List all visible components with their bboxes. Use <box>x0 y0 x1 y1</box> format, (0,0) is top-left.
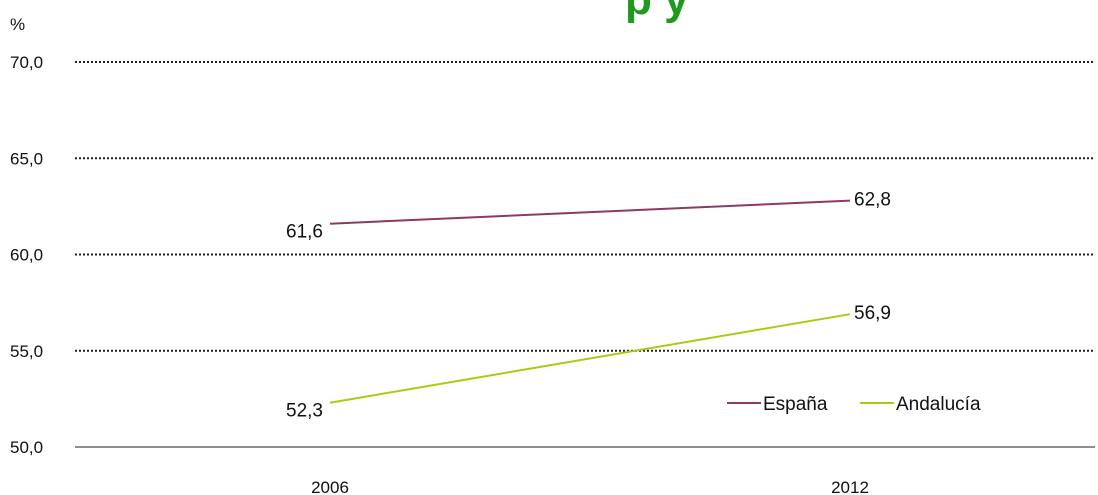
data-label: 56,9 <box>854 303 891 324</box>
x-tick-label: 2006 <box>311 478 349 495</box>
y-tick-label: 65,0 <box>10 149 43 168</box>
series-lines <box>329 199 851 404</box>
data-labels: 61,6 62,8 52,3 56,9 <box>286 190 891 422</box>
gridlines <box>75 61 1095 448</box>
x-tick-label: 2012 <box>831 478 869 495</box>
y-tick-label: 55,0 <box>10 342 43 361</box>
legend-item-label: Andalucía <box>896 394 981 415</box>
legend: España Andalucía <box>727 394 981 415</box>
data-label: 62,8 <box>854 190 891 211</box>
chart-title-fragment: p y <box>625 0 689 24</box>
data-label: 61,6 <box>286 222 323 243</box>
y-axis-unit-label: % <box>10 15 25 34</box>
y-tick-labels: 70,0 65,0 60,0 55,0 50,0 <box>10 53 43 457</box>
data-label: 52,3 <box>286 401 323 422</box>
legend-item-label: España <box>763 394 828 415</box>
y-tick-label: 50,0 <box>10 438 43 457</box>
y-tick-label: 70,0 <box>10 53 43 72</box>
series-line <box>329 313 851 404</box>
series-line <box>329 199 851 225</box>
x-tick-labels: 2006 2012 <box>311 478 869 495</box>
y-tick-label: 60,0 <box>10 246 43 265</box>
